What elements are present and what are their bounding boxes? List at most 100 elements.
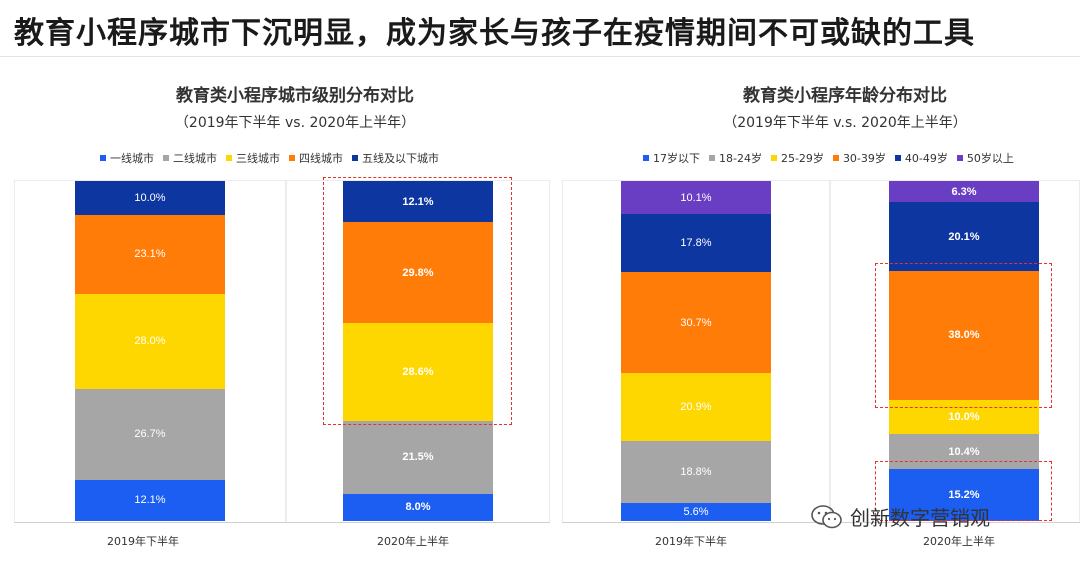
age-panel-2019 [562,180,830,523]
city-panel-2019 [14,180,286,523]
data-label: 12.1% [134,494,166,507]
bar-segment: 30.7% [621,272,771,373]
age-chart-baseline [562,522,1080,523]
city-chart-baseline [14,522,550,523]
bar-segment: 10.0% [889,399,1039,434]
page-headline: 教育小程序城市下沉明显，成为家长与孩子在疫情期间不可或缺的工具 [14,16,975,51]
data-label: 18.8% [680,465,712,478]
age-chart-title: 教育类小程序年龄分布对比 [743,86,947,106]
age-chart-legend: 17岁以下 18-24岁 25-29岁 30-39岁 40-49岁 50岁以上 [643,150,1023,166]
data-label: 28.6% [402,366,434,379]
legend-swatch [832,155,839,161]
legend-item: 40-49岁 [894,150,948,166]
wechat-icon [811,504,842,528]
data-label: 10.0% [134,192,166,205]
watermark-text: 创新数字营销观 [850,506,990,530]
data-label: 10.1% [680,191,712,204]
bar-segment: 18.8% [621,441,771,503]
legend-item: 一线城市 [100,150,154,166]
legend-swatch [643,155,649,161]
data-label: 23.1% [134,248,166,261]
legend-item: 三线城市 [226,150,280,166]
legend-item: 30-39岁 [832,150,886,166]
legend-swatch [894,155,901,161]
city-panel-2020 [286,180,550,523]
legend-label: 25-29岁 [780,152,824,165]
bar-segment: 12.1% [75,479,225,521]
x-axis-label: 2019年下半年 [107,535,179,548]
legend-label: 17岁以下 [653,152,700,165]
stacked-bar: 12.1% 26.7% 28.0% 23.1% 10.0% [75,181,225,521]
city-chart-subtitle: （2019年下半年 vs. 2020年上半年） [174,115,416,131]
legend-item: 四线城市 [289,150,343,166]
data-label: 15.2% [948,489,980,502]
x-axis-label: 2020年上半年 [923,535,995,548]
stacked-bar: 5.6% 18.8% 20.9% 30.7% 17.8% 10.1% [621,181,771,521]
data-label: 12.1% [402,195,434,208]
highlight-box-under-17 [875,461,1052,521]
bar-segment: 26.7% [75,388,225,480]
legend-label: 四线城市 [299,152,343,165]
city-chart-title: 教育类小程序城市级别分布对比 [176,86,414,106]
legend-item: 25-29岁 [770,150,824,166]
bar-segment: 10.0% [75,181,225,216]
x-axis-label: 2019年下半年 [655,535,727,548]
legend-label: 30-39岁 [842,152,886,165]
bar-segment: 23.1% [75,215,225,294]
bar-segment: 15.2% [889,469,1039,521]
bar-segment: 38.0% [889,270,1039,400]
bar-segment: 8.0% [343,493,493,521]
legend-swatch [352,155,358,161]
data-label: 28.0% [134,335,166,348]
highlight-box-lower-tier-cities [323,177,512,425]
bar-segment: 10.1% [621,181,771,215]
legend-label: 一线城市 [110,152,154,165]
bar-segment: 20.1% [889,202,1039,271]
data-label: 10.0% [948,410,980,423]
headline-divider [0,56,1080,57]
data-label: 10.4% [948,445,980,458]
legend-swatch [709,155,715,161]
bar-segment: 6.3% [889,181,1039,203]
x-axis-label: 2020年上半年 [377,535,449,548]
legend-swatch [226,155,232,161]
highlight-box-age-30-39 [875,262,1052,408]
legend-item: 18-24岁 [709,150,762,166]
legend-swatch [289,155,295,161]
age-chart-subtitle: （2019年下半年 v.s. 2020年上半年） [723,115,967,131]
bar-segment: 29.8% [343,222,493,324]
legend-swatch [956,155,963,161]
legend-item: 二线城市 [163,150,217,166]
legend-label: 三线城市 [236,152,280,165]
bar-segment: 21.5% [343,420,493,494]
data-label: 26.7% [134,428,166,441]
stacked-bar: 15.2% 10.4% 10.0% 38.0% 20.1% 6.3% [889,181,1039,521]
legend-label: 50岁以上 [966,152,1014,165]
data-label: 8.0% [405,501,431,514]
legend-label: 18-24岁 [719,152,762,165]
data-label: 30.7% [680,316,712,329]
city-chart-legend: 一线城市 二线城市 三线城市 四线城市 五线及以下城市 [100,150,448,166]
bar-segment: 12.1% [343,181,493,223]
bar-segment: 5.6% [621,502,771,521]
data-label: 20.9% [680,400,712,413]
data-label: 20.1% [948,230,980,243]
bar-segment: 20.9% [621,372,771,442]
watermark: 创新数字营销观 [810,502,990,531]
bar-segment: 17.8% [621,214,771,273]
bar-segment: 10.4% [889,433,1039,470]
legend-swatch [770,155,777,161]
data-label: 5.6% [683,505,709,518]
legend-item: 17岁以下 [643,150,700,166]
bar-segment: 28.0% [75,293,225,389]
data-label: 29.8% [402,266,434,279]
data-label: 21.5% [402,451,434,464]
legend-item: 50岁以上 [956,150,1014,166]
stacked-bar: 8.0% 21.5% 28.6% 29.8% 12.1% [343,181,493,521]
legend-item: 五线及以下城市 [352,150,439,166]
legend-label: 40-49岁 [904,152,948,165]
data-label: 17.8% [680,237,712,250]
legend-swatch [100,155,106,161]
legend-label: 二线城市 [173,152,217,165]
bar-segment: 28.6% [343,323,493,421]
